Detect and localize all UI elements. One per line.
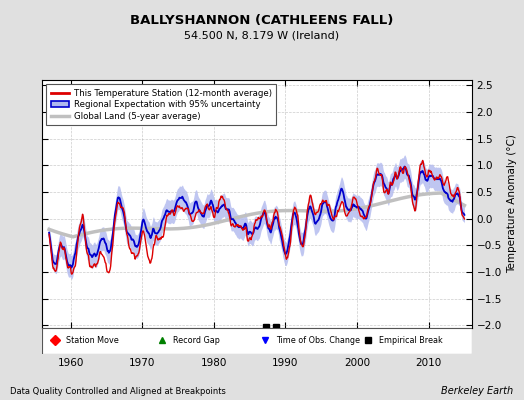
Text: Station Move: Station Move — [66, 336, 118, 345]
Legend: This Temperature Station (12-month average), Regional Expectation with 95% uncer: This Temperature Station (12-month avera… — [46, 84, 276, 125]
Text: Time of Obs. Change: Time of Obs. Change — [276, 336, 360, 345]
Text: Record Gap: Record Gap — [173, 336, 220, 345]
Text: 54.500 N, 8.179 W (Ireland): 54.500 N, 8.179 W (Ireland) — [184, 30, 340, 40]
Text: 2010: 2010 — [416, 358, 442, 368]
Text: 1960: 1960 — [57, 358, 84, 368]
Text: BALLYSHANNON (CATHLEENS FALL): BALLYSHANNON (CATHLEENS FALL) — [130, 14, 394, 27]
Text: 2000: 2000 — [344, 358, 370, 368]
Y-axis label: Temperature Anomaly (°C): Temperature Anomaly (°C) — [507, 134, 517, 274]
Text: 1980: 1980 — [201, 358, 227, 368]
Text: 1970: 1970 — [129, 358, 156, 368]
Text: Berkeley Earth: Berkeley Earth — [441, 386, 514, 396]
Text: Empirical Break: Empirical Break — [379, 336, 443, 345]
Text: 1990: 1990 — [272, 358, 299, 368]
Text: Data Quality Controlled and Aligned at Breakpoints: Data Quality Controlled and Aligned at B… — [10, 387, 226, 396]
